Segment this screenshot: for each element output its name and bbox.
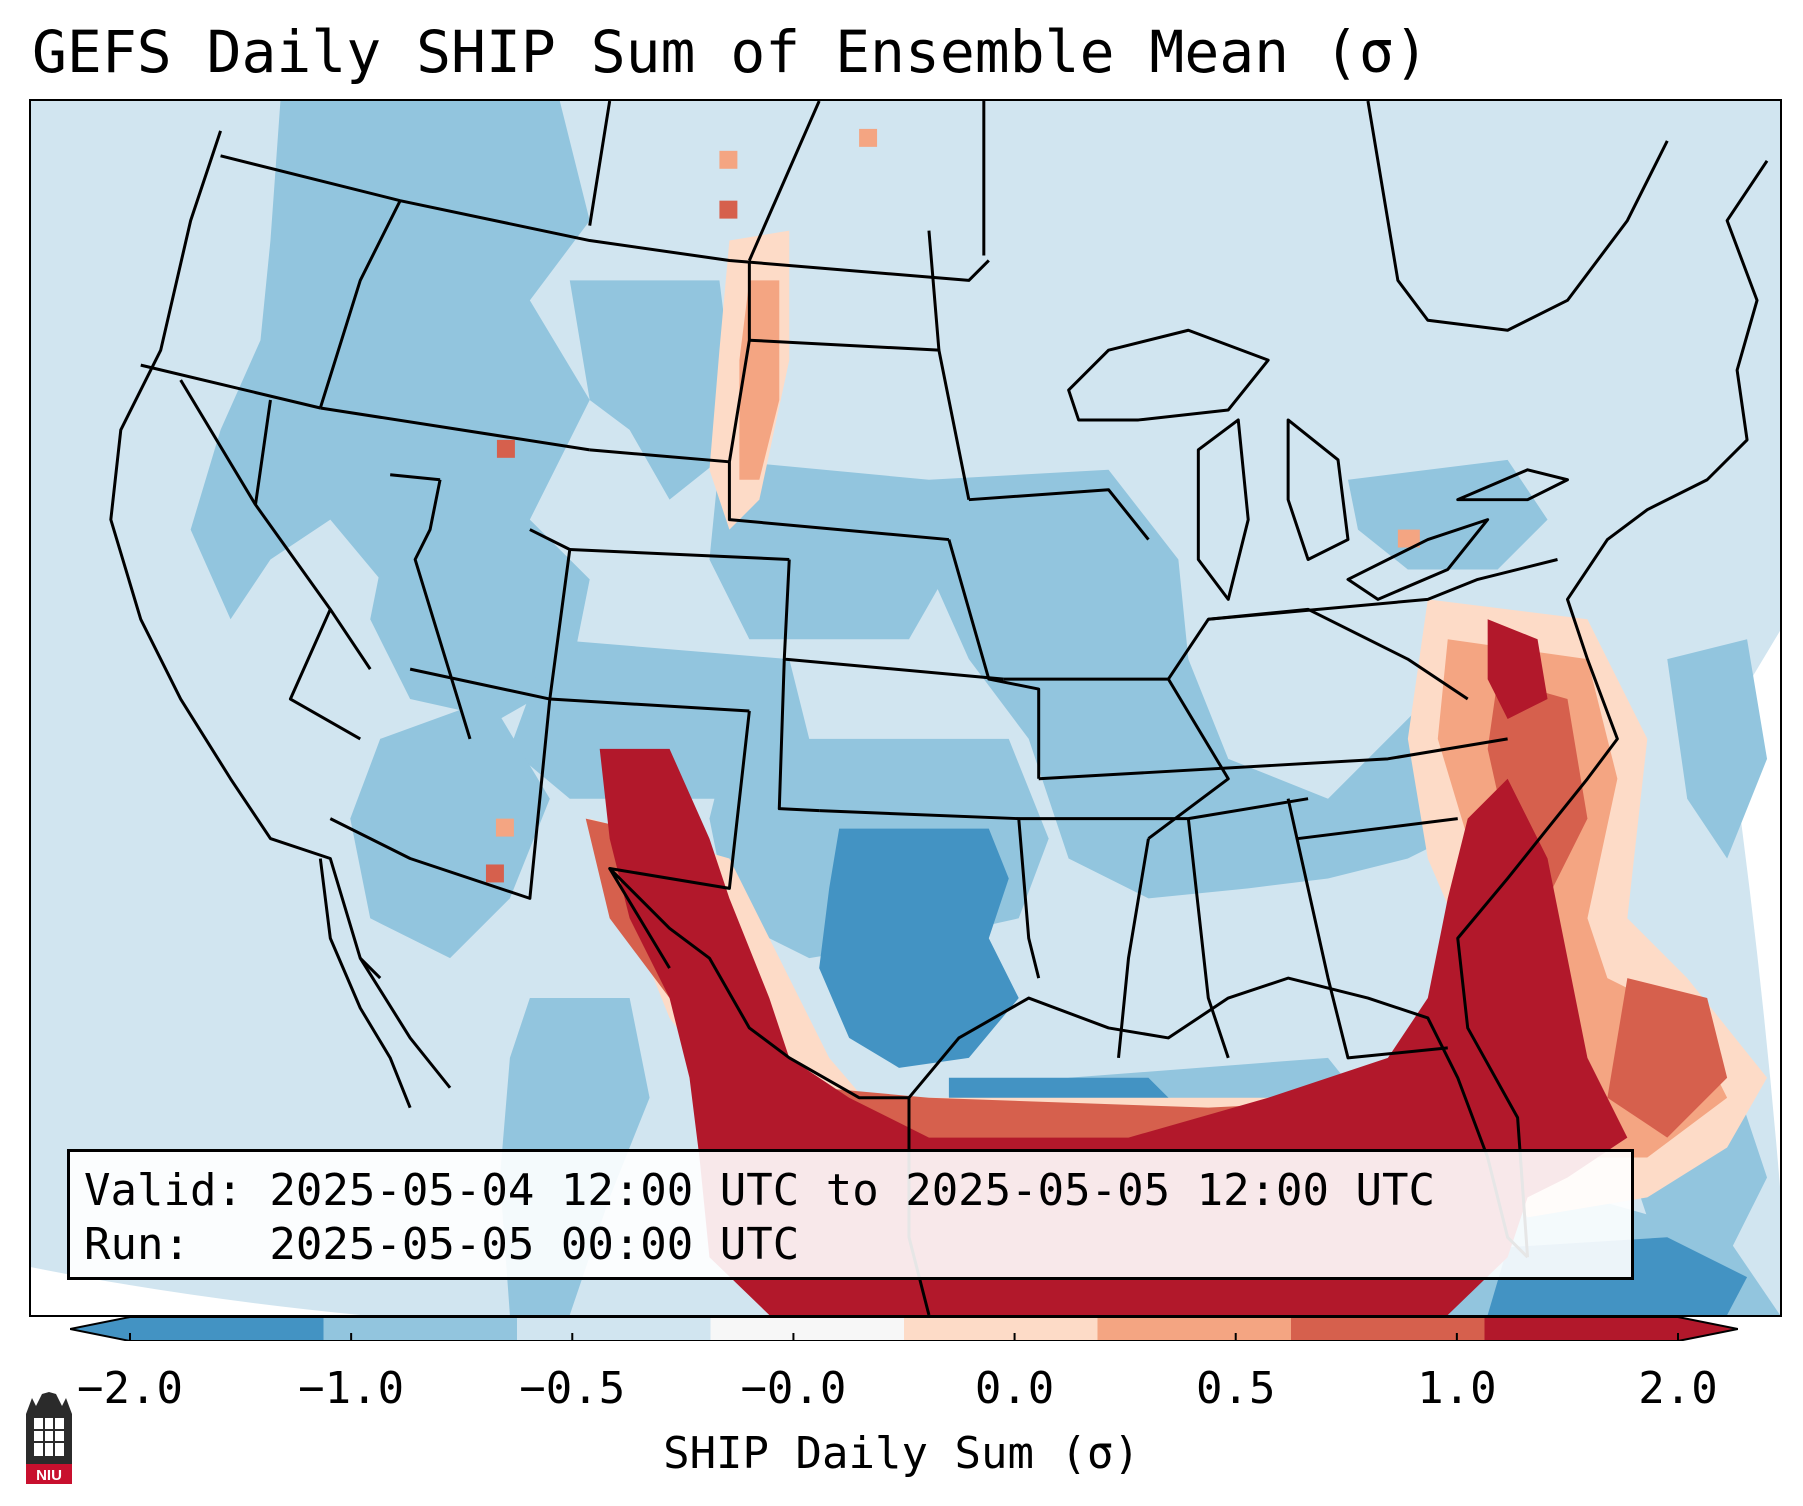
info-box: Valid: 2025-05-04 12:00 UTC to 2025-05-0…: [67, 1149, 1634, 1280]
colorbar-segment: [1484, 1317, 1679, 1341]
colorbar-segment: [323, 1317, 518, 1341]
colorbar-tick-label: 1.0: [1417, 1363, 1497, 1414]
map-canvas: [31, 101, 1780, 1315]
state-boundaries: [109, 101, 1769, 1315]
run-line: Run: 2025-05-05 00:00 UTC: [84, 1219, 800, 1270]
colorbar-tick-label: 0.5: [1195, 1363, 1276, 1414]
colorbar: [70, 1317, 1738, 1341]
colorbar-segment: [904, 1317, 1098, 1341]
isolated-pixels: [485, 128, 1420, 883]
colorbar-segment: [130, 1317, 324, 1341]
colorbar-segment: [1097, 1317, 1292, 1341]
map-title: GEFS Daily SHIP Sum of Ensemble Mean (σ): [32, 18, 1429, 86]
colorbar-tick-label: −2.0: [77, 1363, 183, 1414]
colorbar-label: SHIP Daily Sum (σ): [663, 1428, 1140, 1479]
colorbar-tick-label: −0.5: [519, 1363, 626, 1414]
colorbar-tick-label: 0.0: [974, 1363, 1055, 1414]
colorbar-tick-label: −1.0: [298, 1363, 405, 1414]
colorbar-extend-high: [1678, 1317, 1738, 1341]
map-panel: [29, 99, 1782, 1317]
logo-text: NIU: [36, 1467, 62, 1484]
colorbar-segment: [517, 1317, 711, 1341]
university-tower-logo: NIU: [26, 1392, 72, 1484]
colorbar-segment: [1291, 1317, 1485, 1341]
valid-line: Valid: 2025-05-04 12:00 UTC to 2025-05-0…: [84, 1165, 1436, 1216]
colorbar-segment: [710, 1317, 905, 1341]
colorbar-tick-label: 2.0: [1638, 1363, 1718, 1414]
colorbar-tick-label: −0.0: [740, 1363, 847, 1414]
colorbar-extend-low: [70, 1317, 130, 1341]
projection-edge: [31, 1267, 361, 1315]
